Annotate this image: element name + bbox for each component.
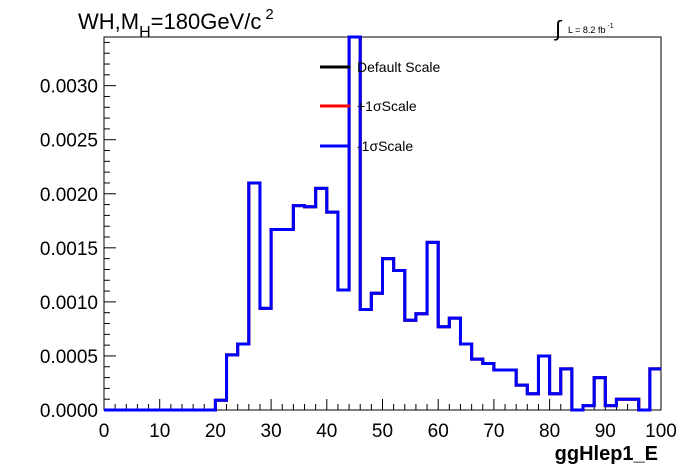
series-layer [104, 35, 661, 412]
integral-sign: ∫ [553, 16, 563, 41]
y-tick-label: 0.0020 [40, 185, 98, 206]
series-line-0 [104, 35, 661, 412]
plot-frame [103, 36, 662, 411]
x-tick-label: 100 [645, 421, 677, 442]
legend-entry-plus1sigma: +1σScale [320, 98, 417, 114]
y-tick-label: 0.0015 [40, 239, 98, 260]
x-tick-label: 10 [149, 421, 170, 442]
x-tick-label: 80 [539, 421, 560, 442]
legend-entry-minus1sigma: -1σScale [320, 138, 413, 154]
y-axis-ticks: 0.0000 0.0005 0.0010 0.0015 0.0020 0.0025 0.00… [40, 41, 116, 422]
y-tick-label: 0.0010 [40, 293, 98, 314]
luminosity-label: ∫ L = 8.2 fb -1 [553, 16, 614, 41]
y-tick-label: 0.0005 [40, 347, 98, 368]
x-tick-label: 70 [483, 421, 504, 442]
y-tick-label: 0.0030 [40, 77, 98, 98]
chart-title: WH,MH=180GeV/c 2 [78, 6, 274, 41]
x-tick-label: 30 [261, 421, 282, 442]
legend: Default Scale +1σScale -1σScale [320, 59, 440, 154]
x-tick-label: 20 [205, 421, 226, 442]
series-line-1 [104, 35, 661, 412]
legend-label: +1σScale [357, 98, 417, 114]
x-axis-title: ggHlep1_E [555, 443, 658, 465]
legend-label: Default Scale [357, 59, 440, 75]
x-tick-label: 90 [595, 421, 616, 442]
y-tick-label: 0.0000 [40, 401, 98, 422]
svg-text:L = 8.2 fb-1: L = 8.2 fb -1 [568, 23, 614, 35]
x-tick-label: 40 [316, 421, 337, 442]
y-tick-label: 0.0025 [40, 131, 98, 152]
x-tick-label: 50 [372, 421, 393, 442]
x-axis-ticks: 0 10 20 30 40 50 60 70 80 90 100 [99, 399, 677, 442]
series-line-2 [104, 35, 661, 412]
legend-entry-default: Default Scale [320, 59, 440, 75]
legend-label: -1σScale [357, 138, 413, 154]
x-tick-label: 0 [99, 421, 110, 442]
x-tick-label: 60 [428, 421, 449, 442]
